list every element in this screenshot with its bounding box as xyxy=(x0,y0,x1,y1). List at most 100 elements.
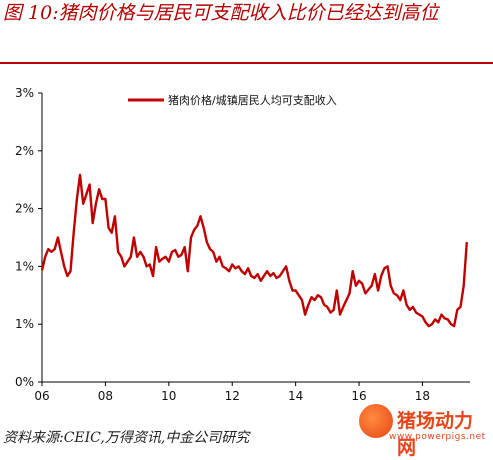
data-point xyxy=(199,215,202,217)
data-point xyxy=(431,323,433,325)
data-point xyxy=(456,309,458,311)
pig-logo-icon xyxy=(359,404,393,438)
data-point xyxy=(73,232,75,234)
data-point xyxy=(120,256,122,258)
x-tick-label: 08 xyxy=(98,389,113,403)
data-point xyxy=(149,263,151,266)
data-point xyxy=(228,270,230,272)
data-point xyxy=(108,227,110,229)
data-point xyxy=(374,273,376,275)
data-point xyxy=(98,188,100,190)
y-tick-label: 2% xyxy=(15,202,34,216)
data-point xyxy=(447,318,449,320)
data-point xyxy=(355,285,357,287)
x-tick-label: 10 xyxy=(161,389,176,403)
figure-title: 图 10:猪肉价格与居民可支配收入比价已经达到高位 xyxy=(3,2,439,24)
data-point xyxy=(257,273,259,275)
data-point xyxy=(453,325,455,327)
data-point xyxy=(85,193,87,195)
data-point xyxy=(41,269,43,271)
data-point xyxy=(421,315,423,318)
data-point xyxy=(371,285,373,287)
data-point xyxy=(459,306,462,308)
data-point xyxy=(276,277,278,279)
data-point xyxy=(406,304,408,306)
data-point xyxy=(177,256,179,258)
data-point xyxy=(215,261,217,263)
data-point xyxy=(250,275,252,277)
data-point xyxy=(339,314,341,316)
watermark: 猪场动力网 www.powerpigs.net xyxy=(359,404,489,459)
data-point xyxy=(184,246,186,248)
data-point xyxy=(60,251,62,253)
data-point xyxy=(234,267,236,269)
data-point xyxy=(402,289,404,292)
data-point xyxy=(358,280,360,282)
data-point xyxy=(76,198,78,200)
x-tick-label: 14 xyxy=(288,389,303,403)
data-point xyxy=(63,265,65,267)
data-point xyxy=(295,289,297,292)
data-point xyxy=(415,312,417,314)
data-point xyxy=(79,174,81,176)
data-point xyxy=(266,270,268,272)
data-point xyxy=(196,225,198,227)
data-point xyxy=(412,306,414,308)
watermark-url: www.powerpigs.net xyxy=(389,432,486,442)
data-point xyxy=(165,256,167,258)
data-point xyxy=(206,241,208,243)
data-point xyxy=(345,299,347,301)
data-point xyxy=(317,294,319,296)
data-point xyxy=(425,321,427,323)
data-point xyxy=(82,203,84,205)
y-tick-label: 1% xyxy=(15,317,34,331)
x-tick-label: 12 xyxy=(225,389,240,403)
data-point xyxy=(383,267,385,269)
series-line xyxy=(40,173,468,328)
data-point xyxy=(348,292,351,294)
data-point xyxy=(136,256,138,258)
data-point xyxy=(66,275,68,277)
data-point xyxy=(142,256,145,258)
legend-label: 猪肉价格/城镇居民人均可支配收入 xyxy=(168,93,337,107)
data-point xyxy=(171,251,173,253)
data-point xyxy=(247,267,249,269)
data-point xyxy=(190,236,192,239)
data-point xyxy=(323,304,325,306)
y-tick-label: 2% xyxy=(15,144,34,158)
data-point xyxy=(212,251,214,253)
data-point xyxy=(133,236,135,239)
data-point xyxy=(329,312,332,314)
data-point xyxy=(209,248,211,250)
x-tick-label: 18 xyxy=(415,389,430,403)
data-point xyxy=(314,299,316,301)
data-point xyxy=(396,294,398,296)
data-point xyxy=(428,325,430,327)
y-tick-label: 3% xyxy=(15,86,34,100)
data-point xyxy=(187,270,189,272)
data-point xyxy=(180,254,183,256)
data-point xyxy=(89,183,91,186)
data-point xyxy=(367,288,370,291)
data-point xyxy=(114,215,116,217)
y-tick-label: 0% xyxy=(15,375,34,389)
data-point xyxy=(69,270,72,272)
data-point xyxy=(101,198,103,200)
data-point xyxy=(218,256,221,258)
data-point xyxy=(444,317,446,319)
data-point xyxy=(437,321,439,323)
data-point xyxy=(399,299,401,301)
line-chart: 0% 1% 1% 2% 2% 3% 06 08 10 12 14 16 18 猪肉价格/城镇居民人均可支… xyxy=(15,86,470,403)
data-point xyxy=(387,265,389,267)
data-point xyxy=(304,314,306,316)
data-point xyxy=(92,222,94,224)
data-point xyxy=(282,270,284,272)
data-point xyxy=(440,314,443,316)
data-point xyxy=(333,309,335,311)
data-point xyxy=(291,289,294,292)
data-point xyxy=(44,256,46,258)
y-tick-label: 1% xyxy=(15,259,34,273)
data-point xyxy=(361,283,363,285)
data-point xyxy=(174,249,176,251)
x-tick-label: 06 xyxy=(34,389,49,403)
